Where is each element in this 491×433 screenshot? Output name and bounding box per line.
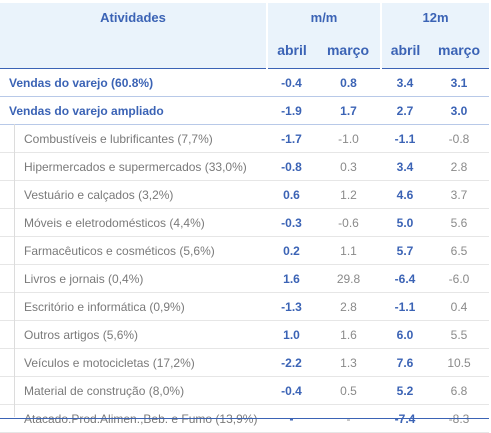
- cell-12m-abril: -6.4: [381, 264, 430, 293]
- row-label: Móveis e eletrodomésticos (4,4%): [0, 208, 267, 237]
- row-label: Vestuário e calçados (3,2%): [0, 180, 267, 209]
- cell-mm-abril: -2.2: [267, 348, 316, 377]
- row-label: Hipermercados e supermercados (33,0%): [0, 152, 267, 181]
- row-label: Farmacêuticos e cosméticos (5,6%): [0, 236, 267, 265]
- cell-mm-abril: 0.2: [267, 236, 316, 265]
- table-row: Material de construção (8,0%) -0.4 0.5 5…: [0, 376, 490, 405]
- header-row-months: abril março abril março: [0, 31, 490, 69]
- header-activities: Atividades: [0, 3, 267, 31]
- cell-12m-marco: 3.1: [429, 68, 490, 97]
- cell-mm-marco: 29.8: [316, 264, 382, 293]
- cell-12m-abril: 5.0: [381, 208, 430, 237]
- table-row: Hipermercados e supermercados (33,0%) -0…: [0, 152, 490, 181]
- cell-12m-abril: -1.1: [381, 292, 430, 321]
- header-row-groups: Atividades m/m 12m: [0, 3, 490, 31]
- row-label: Livros e jornais (0,4%): [0, 264, 267, 293]
- row-label: Vendas do varejo ampliado: [0, 96, 267, 125]
- table-row: Escritório e informática (0,9%) -1.3 2.8…: [0, 292, 490, 321]
- table-row: Vendas do varejo ampliado -1.9 1.7 2.7 3…: [0, 96, 490, 125]
- cell-12m-abril: 7.6: [381, 348, 430, 377]
- row-label: Veículos e motocicletas (17,2%): [0, 348, 267, 377]
- table-row: Combustíveis e lubrificantes (7,7%) -1.7…: [0, 124, 490, 153]
- header-abril-12m: abril: [380, 31, 430, 69]
- row-label: Outros artigos (5,6%): [0, 320, 267, 349]
- cell-mm-abril: -0.4: [267, 68, 316, 97]
- row-label: Combustíveis e lubrificantes (7,7%): [0, 124, 267, 153]
- retail-sales-table: Atividades m/m 12m abril março abril mar…: [0, 3, 490, 433]
- cell-12m-marco: 3.7: [429, 180, 490, 209]
- cell-mm-abril: 1.0: [267, 320, 316, 349]
- cell-mm-marco: 0.8: [316, 68, 382, 97]
- cell-12m-abril: -1.1: [381, 124, 430, 153]
- cell-12m-marco: 5.6: [429, 208, 490, 237]
- cell-12m-marco: -0.8: [429, 124, 490, 153]
- table-row: Móveis e eletrodomésticos (4,4%) -0.3 -0…: [0, 208, 490, 237]
- cell-12m-marco: 0.4: [429, 292, 490, 321]
- cell-12m-abril: 4.6: [381, 180, 430, 209]
- table-row: Livros e jornais (0,4%) 1.6 29.8 -6.4 -6…: [0, 264, 490, 293]
- row-label: Vendas do varejo (60.8%): [0, 68, 267, 97]
- table-row: Vendas do varejo (60.8%) -0.4 0.8 3.4 3.…: [0, 68, 490, 97]
- row-label: Material de construção (8,0%): [0, 376, 267, 405]
- subcategory-indent-line: [14, 124, 15, 417]
- row-label: Escritório e informática (0,9%): [0, 292, 267, 321]
- header-blank-cell: [0, 31, 267, 69]
- cell-mm-marco: 1.7: [316, 96, 382, 125]
- cell-12m-abril: 5.2: [381, 376, 430, 405]
- cell-mm-marco: 1.1: [316, 236, 382, 265]
- cell-12m-marco: 3.0: [429, 96, 490, 125]
- table-row: Vestuário e calçados (3,2%) 0.6 1.2 4.6 …: [0, 180, 490, 209]
- table-row: Veículos e motocicletas (17,2%) -2.2 1.3…: [0, 348, 490, 377]
- cell-mm-marco: 0.5: [316, 376, 382, 405]
- cell-mm-marco: -0.6: [316, 208, 382, 237]
- cell-12m-abril: 5.7: [381, 236, 430, 265]
- cell-12m-abril: 2.7: [381, 96, 430, 125]
- table-bottom-rule: [0, 418, 489, 419]
- cell-mm-abril: -0.4: [267, 376, 316, 405]
- cell-mm-marco: -1.0: [316, 124, 382, 153]
- cell-mm-abril: 1.6: [267, 264, 316, 293]
- retail-table-container: Atividades m/m 12m abril março abril mar…: [0, 3, 490, 433]
- header-group-12m: 12m: [380, 3, 490, 31]
- header-group-mm: m/m: [265, 3, 382, 31]
- cell-mm-abril: -1.9: [267, 96, 316, 125]
- cell-mm-marco: 2.8: [316, 292, 382, 321]
- cell-mm-abril: -1.7: [267, 124, 316, 153]
- cell-12m-marco: 6.5: [429, 236, 490, 265]
- cell-12m-marco: 10.5: [429, 348, 490, 377]
- cell-mm-abril: 0.6: [267, 180, 316, 209]
- cell-mm-marco: 1.2: [316, 180, 382, 209]
- cell-12m-abril: 6.0: [381, 320, 430, 349]
- cell-mm-abril: -1.3: [267, 292, 316, 321]
- cell-12m-marco: 6.8: [429, 376, 490, 405]
- cell-12m-marco: -6.0: [429, 264, 490, 293]
- table-row: Outros artigos (5,6%) 1.0 1.6 6.0 5.5: [0, 320, 490, 349]
- cell-12m-abril: 3.4: [381, 152, 430, 181]
- header-marco-12m: março: [429, 31, 490, 69]
- cell-12m-marco: 2.8: [429, 152, 490, 181]
- header-marco-mm: março: [316, 31, 382, 69]
- cell-mm-abril: -0.8: [267, 152, 316, 181]
- table-row: Farmacêuticos e cosméticos (5,6%) 0.2 1.…: [0, 236, 490, 265]
- cell-12m-marco: 5.5: [429, 320, 490, 349]
- cell-mm-marco: 1.6: [316, 320, 382, 349]
- cell-mm-marco: 1.3: [316, 348, 382, 377]
- cell-12m-abril: 3.4: [381, 68, 430, 97]
- header-abril-mm: abril: [266, 31, 316, 69]
- cell-mm-marco: 0.3: [316, 152, 382, 181]
- cell-mm-abril: -0.3: [267, 208, 316, 237]
